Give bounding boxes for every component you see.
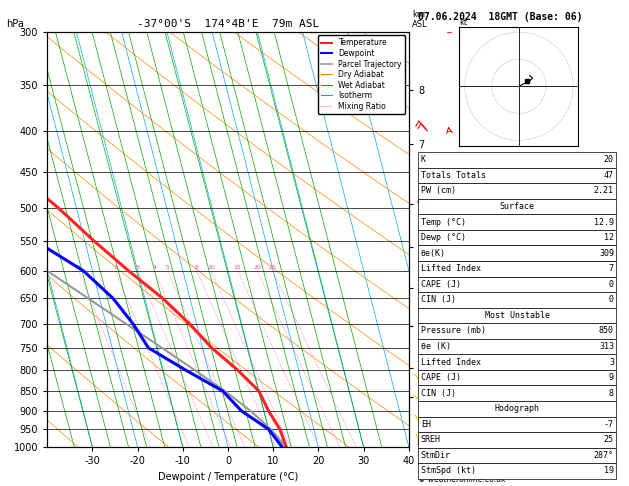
Text: Hodograph: Hodograph [495,404,540,413]
Text: SREH: SREH [421,435,441,444]
Text: 313: 313 [599,342,614,351]
Text: km
ASL: km ASL [412,10,428,29]
Text: 2.21: 2.21 [594,187,614,195]
Text: 3: 3 [609,358,614,366]
Y-axis label: Mixing Ratio (g/kg): Mixing Ratio (g/kg) [426,200,435,279]
Text: Lifted Index: Lifted Index [421,264,481,273]
Text: hPa: hPa [6,19,24,29]
Text: CAPE (J): CAPE (J) [421,280,461,289]
Text: 287°: 287° [594,451,614,460]
Text: 0: 0 [609,295,614,304]
Text: 25: 25 [604,435,614,444]
Text: 25: 25 [269,265,277,270]
Text: 10: 10 [207,265,215,270]
Text: 8: 8 [609,389,614,398]
Text: StmSpd (kt): StmSpd (kt) [421,467,476,475]
Text: kt: kt [459,17,467,27]
Text: Surface: Surface [500,202,535,211]
Text: 20: 20 [253,265,261,270]
Text: θe (K): θe (K) [421,342,451,351]
Text: θe(K): θe(K) [421,249,446,258]
Text: 20: 20 [604,156,614,164]
Text: 850: 850 [599,327,614,335]
Text: 12: 12 [604,233,614,242]
Text: Dewp (°C): Dewp (°C) [421,233,466,242]
Text: 309: 309 [599,249,614,258]
Text: EH: EH [421,420,431,429]
Text: 47: 47 [604,171,614,180]
Text: 3: 3 [136,265,140,270]
Text: 1: 1 [77,265,81,270]
Text: Temp (°C): Temp (°C) [421,218,466,226]
Text: StmDir: StmDir [421,451,451,460]
Text: CIN (J): CIN (J) [421,389,456,398]
Text: 19: 19 [604,467,614,475]
Text: K: K [421,156,426,164]
Text: 12.9: 12.9 [594,218,614,226]
Text: LCL: LCL [416,438,431,447]
Text: CIN (J): CIN (J) [421,295,456,304]
Text: 4: 4 [153,265,157,270]
Text: -7: -7 [604,420,614,429]
Text: © weatheronline.co.uk: © weatheronline.co.uk [418,474,506,484]
Text: 9: 9 [609,373,614,382]
Text: -37°00'S  174°4B'E  79m ASL: -37°00'S 174°4B'E 79m ASL [137,19,319,29]
Text: 2: 2 [113,265,117,270]
Legend: Temperature, Dewpoint, Parcel Trajectory, Dry Adiabat, Wet Adiabat, Isotherm, Mi: Temperature, Dewpoint, Parcel Trajectory… [318,35,405,114]
X-axis label: Dewpoint / Temperature (°C): Dewpoint / Temperature (°C) [158,472,298,482]
Text: CAPE (J): CAPE (J) [421,373,461,382]
Text: 5: 5 [166,265,170,270]
Text: Most Unstable: Most Unstable [485,311,550,320]
Text: 0: 0 [609,280,614,289]
Text: Totals Totals: Totals Totals [421,171,486,180]
Text: Lifted Index: Lifted Index [421,358,481,366]
Text: 15: 15 [234,265,242,270]
Text: PW (cm): PW (cm) [421,187,456,195]
Text: 7: 7 [609,264,614,273]
Text: 8: 8 [195,265,199,270]
Text: Pressure (mb): Pressure (mb) [421,327,486,335]
Text: 07.06.2024  18GMT (Base: 06): 07.06.2024 18GMT (Base: 06) [418,12,583,22]
